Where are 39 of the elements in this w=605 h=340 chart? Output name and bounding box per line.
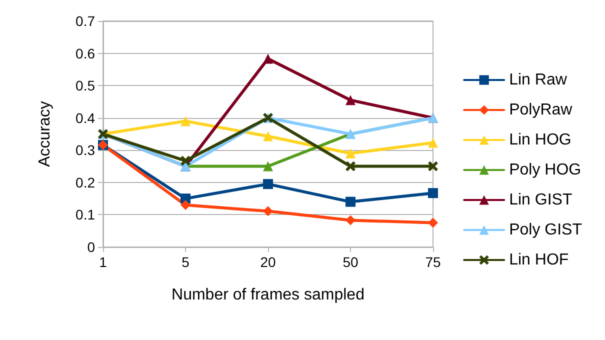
x-tick-label: 75 bbox=[425, 254, 441, 270]
y-tick-label: 0.4 bbox=[76, 110, 96, 126]
point bbox=[180, 200, 190, 210]
x-tick-label: 50 bbox=[342, 254, 358, 270]
legend-label: Poly GIST bbox=[509, 222, 582, 238]
y-tick-label: 0.3 bbox=[76, 142, 96, 158]
point bbox=[180, 156, 190, 166]
point bbox=[346, 95, 356, 106]
point bbox=[263, 161, 273, 172]
y-axis-title: Accuracy bbox=[36, 101, 54, 167]
point bbox=[263, 179, 273, 190]
point bbox=[263, 54, 273, 64]
legend-label: Lin HOG bbox=[509, 132, 572, 148]
y-tick-label: 0.6 bbox=[76, 45, 96, 62]
legend-label: Poly HOG bbox=[509, 162, 582, 178]
y-tick-label: 0.2 bbox=[76, 174, 96, 190]
point bbox=[263, 131, 273, 142]
y-tick-label: 0.1 bbox=[76, 206, 96, 223]
y-tick-label: 0.5 bbox=[76, 78, 96, 94]
point bbox=[180, 116, 190, 126]
point bbox=[263, 206, 273, 216]
legend-label: PolyRaw bbox=[509, 102, 573, 118]
legend-label: Lin Raw bbox=[509, 72, 568, 88]
point bbox=[428, 188, 438, 198]
point bbox=[346, 161, 356, 172]
point bbox=[346, 196, 356, 207]
y-tick-label: 0.7 bbox=[76, 13, 96, 29]
x-tick-label: 1 bbox=[99, 254, 108, 270]
x-tick-label: 20 bbox=[260, 254, 276, 270]
legend-label: Lin GIST bbox=[509, 192, 572, 208]
x-tick-label: 5 bbox=[182, 254, 190, 270]
y-tick-label: 0 bbox=[87, 239, 96, 255]
point bbox=[428, 161, 438, 172]
point bbox=[346, 148, 356, 158]
legend-label: Lin HOF bbox=[509, 252, 569, 268]
point bbox=[428, 138, 438, 148]
point bbox=[428, 218, 438, 228]
x-axis-title: Number of frames sampled bbox=[172, 286, 364, 304]
point bbox=[346, 215, 356, 226]
